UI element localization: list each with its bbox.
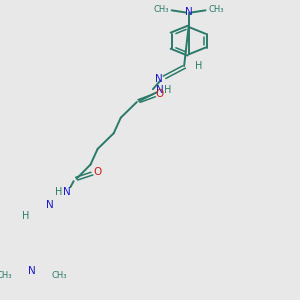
Text: N: N	[156, 85, 164, 95]
Text: N: N	[46, 200, 53, 210]
Text: O: O	[93, 167, 102, 177]
Text: CH₃: CH₃	[0, 271, 12, 280]
Text: N: N	[155, 74, 163, 84]
Text: N: N	[28, 266, 35, 275]
Text: O: O	[156, 88, 164, 98]
Text: H: H	[55, 187, 62, 197]
Text: N: N	[185, 7, 192, 16]
Text: CH₃: CH₃	[208, 5, 224, 14]
Text: CH₃: CH₃	[153, 5, 169, 14]
Text: CH₃: CH₃	[52, 271, 67, 280]
Text: H: H	[164, 85, 172, 95]
Text: N: N	[63, 187, 71, 197]
Text: H: H	[195, 61, 202, 71]
Text: H: H	[22, 211, 29, 220]
